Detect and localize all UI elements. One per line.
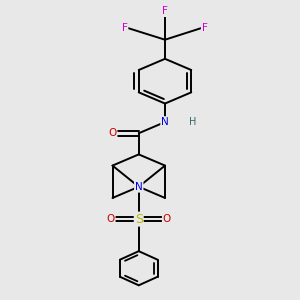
Text: O: O [163,214,171,224]
Text: F: F [162,6,168,16]
Text: F: F [122,23,128,33]
Text: H: H [189,117,197,127]
Text: F: F [202,23,208,33]
Text: O: O [108,128,117,138]
Text: N: N [135,182,142,192]
Text: S: S [135,213,143,226]
Text: N: N [161,117,169,127]
Text: O: O [106,214,115,224]
